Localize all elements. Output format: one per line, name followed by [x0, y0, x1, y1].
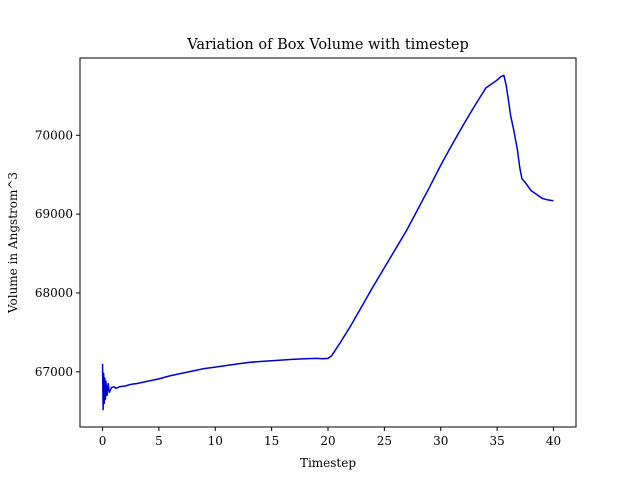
- series-line-0: [101, 74, 554, 411]
- plot-data-layer: [101, 74, 554, 411]
- x-axis-label: Timestep: [300, 456, 356, 470]
- x-tick-label: 40: [546, 434, 561, 448]
- x-tick-label: 15: [264, 434, 279, 448]
- y-tick-label: 67000: [35, 365, 73, 379]
- x-tick-label: 5: [155, 434, 163, 448]
- y-axis-ticks: 67000 68000 69000 70000: [35, 128, 80, 379]
- x-tick-label: 20: [320, 434, 335, 448]
- x-tick-label: 10: [208, 434, 223, 448]
- y-tick-label: 70000: [35, 128, 73, 142]
- y-tick-label: 68000: [35, 286, 73, 300]
- x-axis-ticks: 0 5 10 15 20 25 30 35 40: [99, 427, 561, 448]
- x-tick-label: 35: [489, 434, 504, 448]
- y-axis-label: Volume in Angstrom^3: [6, 172, 20, 314]
- y-tick-label: 69000: [35, 207, 73, 221]
- x-tick-label: 30: [433, 434, 448, 448]
- x-tick-label: 0: [99, 434, 107, 448]
- chart-title: Variation of Box Volume with timestep: [186, 37, 469, 53]
- x-tick-label: 25: [377, 434, 392, 448]
